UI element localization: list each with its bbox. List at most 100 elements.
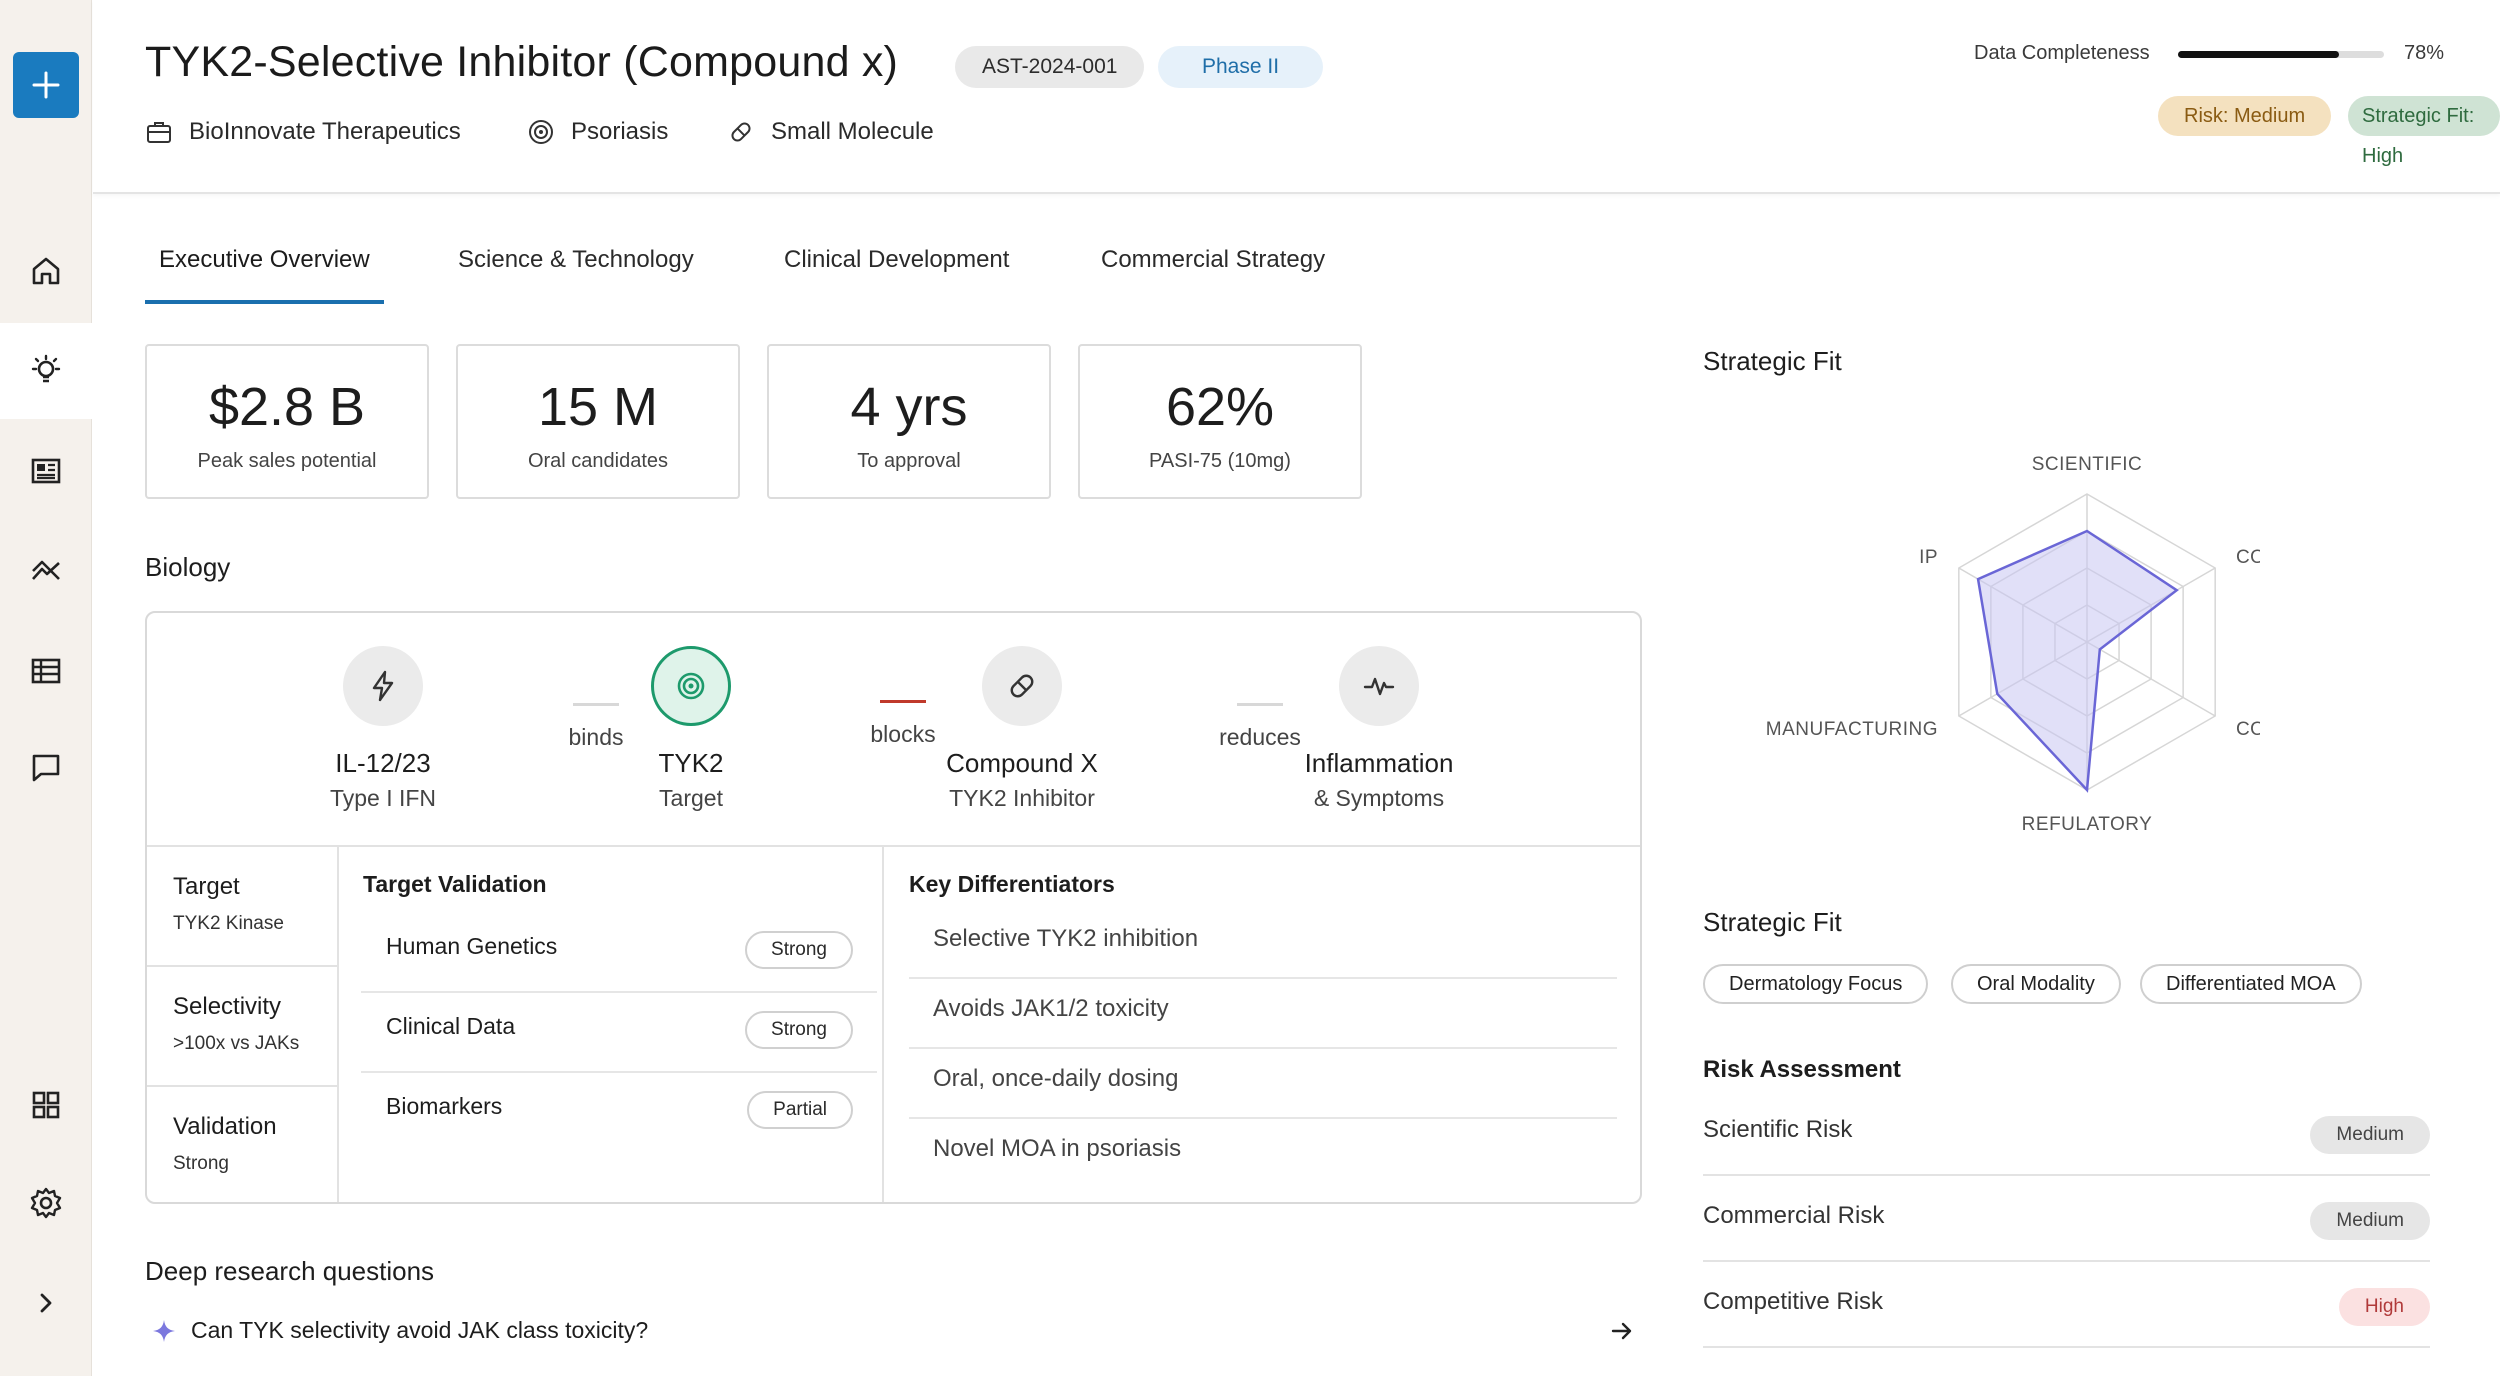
pathway-connector: blocks [843,700,963,748]
sidebar-expand-button[interactable] [0,1255,92,1351]
chevron-right-icon [40,1293,52,1313]
validation-label: Biomarkers [386,1093,503,1119]
risk-badge: Risk: Medium [2158,96,2332,136]
modality-meta: Small Molecule [727,118,934,146]
company-name: BioInnovate Therapeutics [189,118,461,145]
home-icon [32,257,60,285]
table-icon [31,658,61,684]
risk-label: Commercial Risk [1703,1202,1885,1229]
differentiator-item: Avoids JAK1/2 toxicity [909,979,1617,1049]
radar-axis-labels: SCIENTIFIC COMMERCIAL COMPETITIVE REFULATOR… [1766,454,2260,835]
completeness-bar-fill [2178,51,2339,58]
fit-tag: Differentiated MOA [2140,964,2362,1004]
fit-tag: Oral Modality [1951,964,2121,1004]
sidebar-item-news[interactable] [0,423,92,519]
tab-science-technology[interactable]: Science & Technology [458,246,694,273]
trend-icon [32,560,60,580]
radar-axis-label: COMPETITIVE [2236,719,2260,740]
divider [147,845,1640,847]
validation-label: Human Genetics [386,933,558,959]
validation-status: Partial [747,1091,853,1129]
newspaper-icon [31,458,61,484]
radar-axis-label: MANUFACTURING [1766,719,1938,740]
validation-row: Clinical Data Strong [361,993,877,1073]
indication-meta: Psoriasis [527,118,668,146]
briefcase-icon [147,122,171,143]
radar-axis-label: COMMERCIAL [2236,547,2260,568]
kpi-label: Oral candidates [527,450,669,472]
biology-card: IL-12/23 Type I IFN binds TYK2 Target bl… [145,611,1642,1204]
connector-line [573,703,619,706]
summary-value: >100x vs JAKs [173,1033,300,1054]
radar-axis-label: SCIENTIFIC [2032,454,2143,475]
gear-icon [30,1187,62,1219]
strategic-fit-badge: Strategic Fit: High [2348,96,2500,167]
sparkle-icon [153,1320,175,1342]
sidebar-item-analytics[interactable] [0,523,92,619]
pill-icon [731,122,751,142]
sidebar-item-settings[interactable] [0,1155,92,1251]
pill-icon [1010,674,1034,698]
kpi-card-time-to-approval: 4 yrs To approval [767,344,1051,499]
grid-icon [32,1091,60,1119]
node-name: Inflammation [1304,748,1454,778]
radar-data-polygon [1976,529,2179,793]
research-question-text: Can TYK selectivity avoid JAK class toxi… [191,1317,649,1343]
summary-validation: Validation Strong [147,1087,337,1202]
node-sub: Type I IFN [329,785,437,811]
radar-axis-label: REFULATORY [2022,814,2153,835]
kpi-value: $2.8 B [208,377,366,437]
differentiator-item: Novel MOA in psoriasis [933,1135,1182,1162]
differentiator-item: Oral, once-daily dosing [909,1049,1617,1119]
lightbulb-icon [31,354,61,383]
connector-label: binds [568,724,624,750]
kpi-label: To approval [857,450,961,472]
pathway-node-outcome: Inflammation & Symptoms [1259,646,1499,812]
radar-axis-label: IP [1919,547,1938,568]
bolt-icon [372,670,394,702]
validation-status: Strong [745,1011,853,1049]
sidebar-item-table[interactable] [0,623,92,719]
pathway-connector: reduces [1200,703,1320,751]
add-button[interactable] [13,52,79,118]
fit-tag: Dermatology Focus [1703,964,1929,1004]
node-name: Compound X [946,748,1098,778]
sidebar-item-insights[interactable] [0,323,92,419]
divider [337,845,339,1202]
chat-icon [32,754,60,782]
sidebar-item-apps[interactable] [0,1057,92,1153]
company-meta: BioInnovate Therapeutics [145,118,461,146]
differentiator-item: Selective TYK2 inhibition [909,909,1617,979]
divider [882,845,884,1202]
risk-assessment-title: Risk Assessment [1703,1056,1901,1083]
risk-row-scientific: Scientific Risk Medium [1703,1090,2430,1176]
completeness-bar [2178,51,2384,58]
risk-level-badge: High [2338,1288,2430,1326]
sidebar-item-chat[interactable] [0,720,92,816]
sidebar [0,0,92,1376]
kpi-label: PASI-75 (10mg) [1149,450,1291,472]
target-validation-title: Target Validation [363,871,547,897]
pathway-node-target: TYK2 Target [571,646,811,812]
tab-clinical-development[interactable]: Clinical Development [784,246,1010,273]
node-sub: Target [659,785,723,811]
tab-executive-overview[interactable]: Executive Overview [145,220,384,304]
research-question-item[interactable]: Can TYK selectivity avoid JAK class toxi… [145,1310,1635,1360]
completeness-value: 78% [2404,42,2445,64]
node-sub: & Symptoms [1313,785,1445,811]
validation-row: Biomarkers Partial [361,1073,877,1153]
connector-label: blocks [870,721,936,747]
summary-selectivity: Selectivity >100x vs JAKs [147,967,337,1087]
kpi-card-pasi75: 62% PASI-75 (10mg) [1078,344,1362,499]
summary-title: Validation [173,1113,277,1140]
kpi-card-oral-candidates: 15 M Oral candidates [456,344,740,499]
sidebar-item-home[interactable] [0,223,92,319]
tab-commercial-strategy[interactable]: Commercial Strategy [1101,246,1326,273]
kpi-value: 62% [1165,377,1275,437]
risk-label: Scientific Risk [1703,1116,1853,1143]
node-sub: TYK2 Inhibitor [949,785,1095,811]
summary-value: TYK2 Kinase [173,913,284,934]
kpi-value: 4 yrs [850,377,968,437]
strategic-fit-radar-chart: SCIENTIFIC COMMERCIAL COMPETITIVE REFULATOR… [1766,454,2260,835]
risk-level-badge: Medium [2310,1116,2430,1154]
